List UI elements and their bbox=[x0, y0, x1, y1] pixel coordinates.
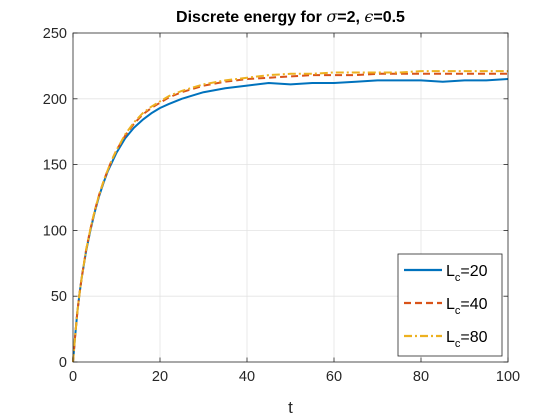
y-tick-label: 50 bbox=[51, 289, 67, 305]
legend-label-sub: c bbox=[455, 338, 461, 350]
legend-label-2: Lc=40 bbox=[446, 296, 488, 317]
x-tick-label: 100 bbox=[496, 369, 520, 385]
y-tick-label: 200 bbox=[43, 92, 67, 108]
series-layer bbox=[72, 70, 509, 363]
legend-label-main: L bbox=[446, 263, 455, 280]
chart-title-suffix: =0.5 bbox=[373, 9, 405, 26]
chart-title: Discrete energy for σ=2, ϵ=0.5 bbox=[176, 7, 405, 26]
x-tick-label: 80 bbox=[413, 369, 429, 385]
legend-label-sub: c bbox=[455, 272, 461, 284]
legend-label-main: L bbox=[446, 296, 455, 313]
legend-label-value: =80 bbox=[460, 329, 487, 346]
legend-label-sub: c bbox=[455, 305, 461, 317]
chart-title-prefix: Discrete energy for bbox=[176, 9, 326, 26]
legend-label-1: Lc=20 bbox=[446, 263, 488, 284]
y-tick-label: 0 bbox=[59, 355, 67, 371]
x-tick-label: 20 bbox=[152, 369, 168, 385]
legend-label-3: Lc=80 bbox=[446, 329, 488, 350]
legend-label-value: =40 bbox=[460, 296, 487, 313]
chart-title-epsilon: ϵ bbox=[364, 7, 373, 26]
legend-label-value: =20 bbox=[460, 263, 487, 280]
plot-frame bbox=[72, 32, 509, 363]
x-tick-label: 40 bbox=[239, 369, 255, 385]
axis-ticks: 0 20 40 60 80 100 0 50 100 150 200 250 bbox=[43, 26, 520, 385]
series-line-2 bbox=[72, 72, 508, 363]
y-tick-label: 150 bbox=[43, 158, 67, 174]
legend-label-main: L bbox=[446, 329, 455, 346]
chart-title-mid: =2, bbox=[337, 9, 364, 26]
series-line-3 bbox=[72, 70, 508, 363]
x-tick-label: 60 bbox=[326, 369, 342, 385]
y-tick-label: 250 bbox=[43, 26, 67, 42]
x-axis-label: t bbox=[288, 398, 293, 417]
x-tick-label: 0 bbox=[69, 369, 77, 385]
y-tick-label: 100 bbox=[43, 223, 67, 239]
chart-title-sigma: σ bbox=[326, 7, 338, 26]
